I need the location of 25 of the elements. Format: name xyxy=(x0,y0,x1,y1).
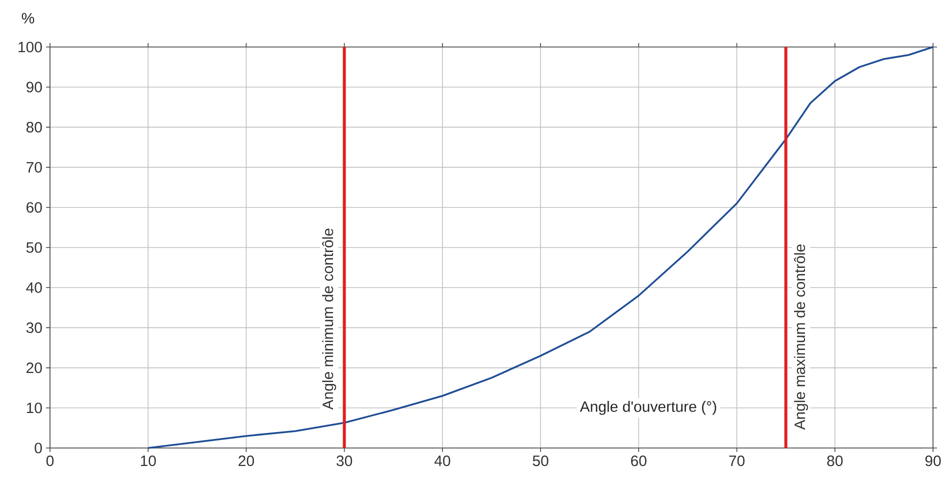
y-tick-label: 60 xyxy=(26,202,42,213)
y-tick-label: 20 xyxy=(26,362,42,374)
ref-line-label: Angle minimum de contrôle xyxy=(322,228,336,410)
y-tick-label: 100 xyxy=(18,42,42,52)
x-tick-label: 30 xyxy=(336,456,352,466)
x-tick-label: 60 xyxy=(631,456,646,466)
x-tick-label: 10 xyxy=(140,456,156,466)
y-tick-label: 80 xyxy=(26,122,42,132)
x-tick-label: 70 xyxy=(729,456,745,466)
ref-line-label: Angle maximum de contrôle xyxy=(794,244,808,430)
y-tick-label: 90 xyxy=(26,82,42,92)
y-tick-label: 10 xyxy=(26,402,42,414)
x-tick-label: 90 xyxy=(925,456,941,466)
y-tick-label: 0 xyxy=(34,442,42,454)
y-axis-title: % xyxy=(22,12,34,24)
x-axis-title: Angle d'ouverture (°) xyxy=(580,400,716,415)
y-tick-label: 30 xyxy=(26,322,42,333)
x-tick-label: 20 xyxy=(238,456,254,466)
y-tick-label: 40 xyxy=(26,282,42,293)
x-tick-label: 80 xyxy=(827,456,843,466)
y-tick-label: 70 xyxy=(26,162,42,173)
x-tick-label: 50 xyxy=(532,456,548,466)
y-tick-label: 50 xyxy=(26,242,42,253)
x-tick-label: 40 xyxy=(434,456,450,466)
x-tick-label: 0 xyxy=(46,456,54,466)
